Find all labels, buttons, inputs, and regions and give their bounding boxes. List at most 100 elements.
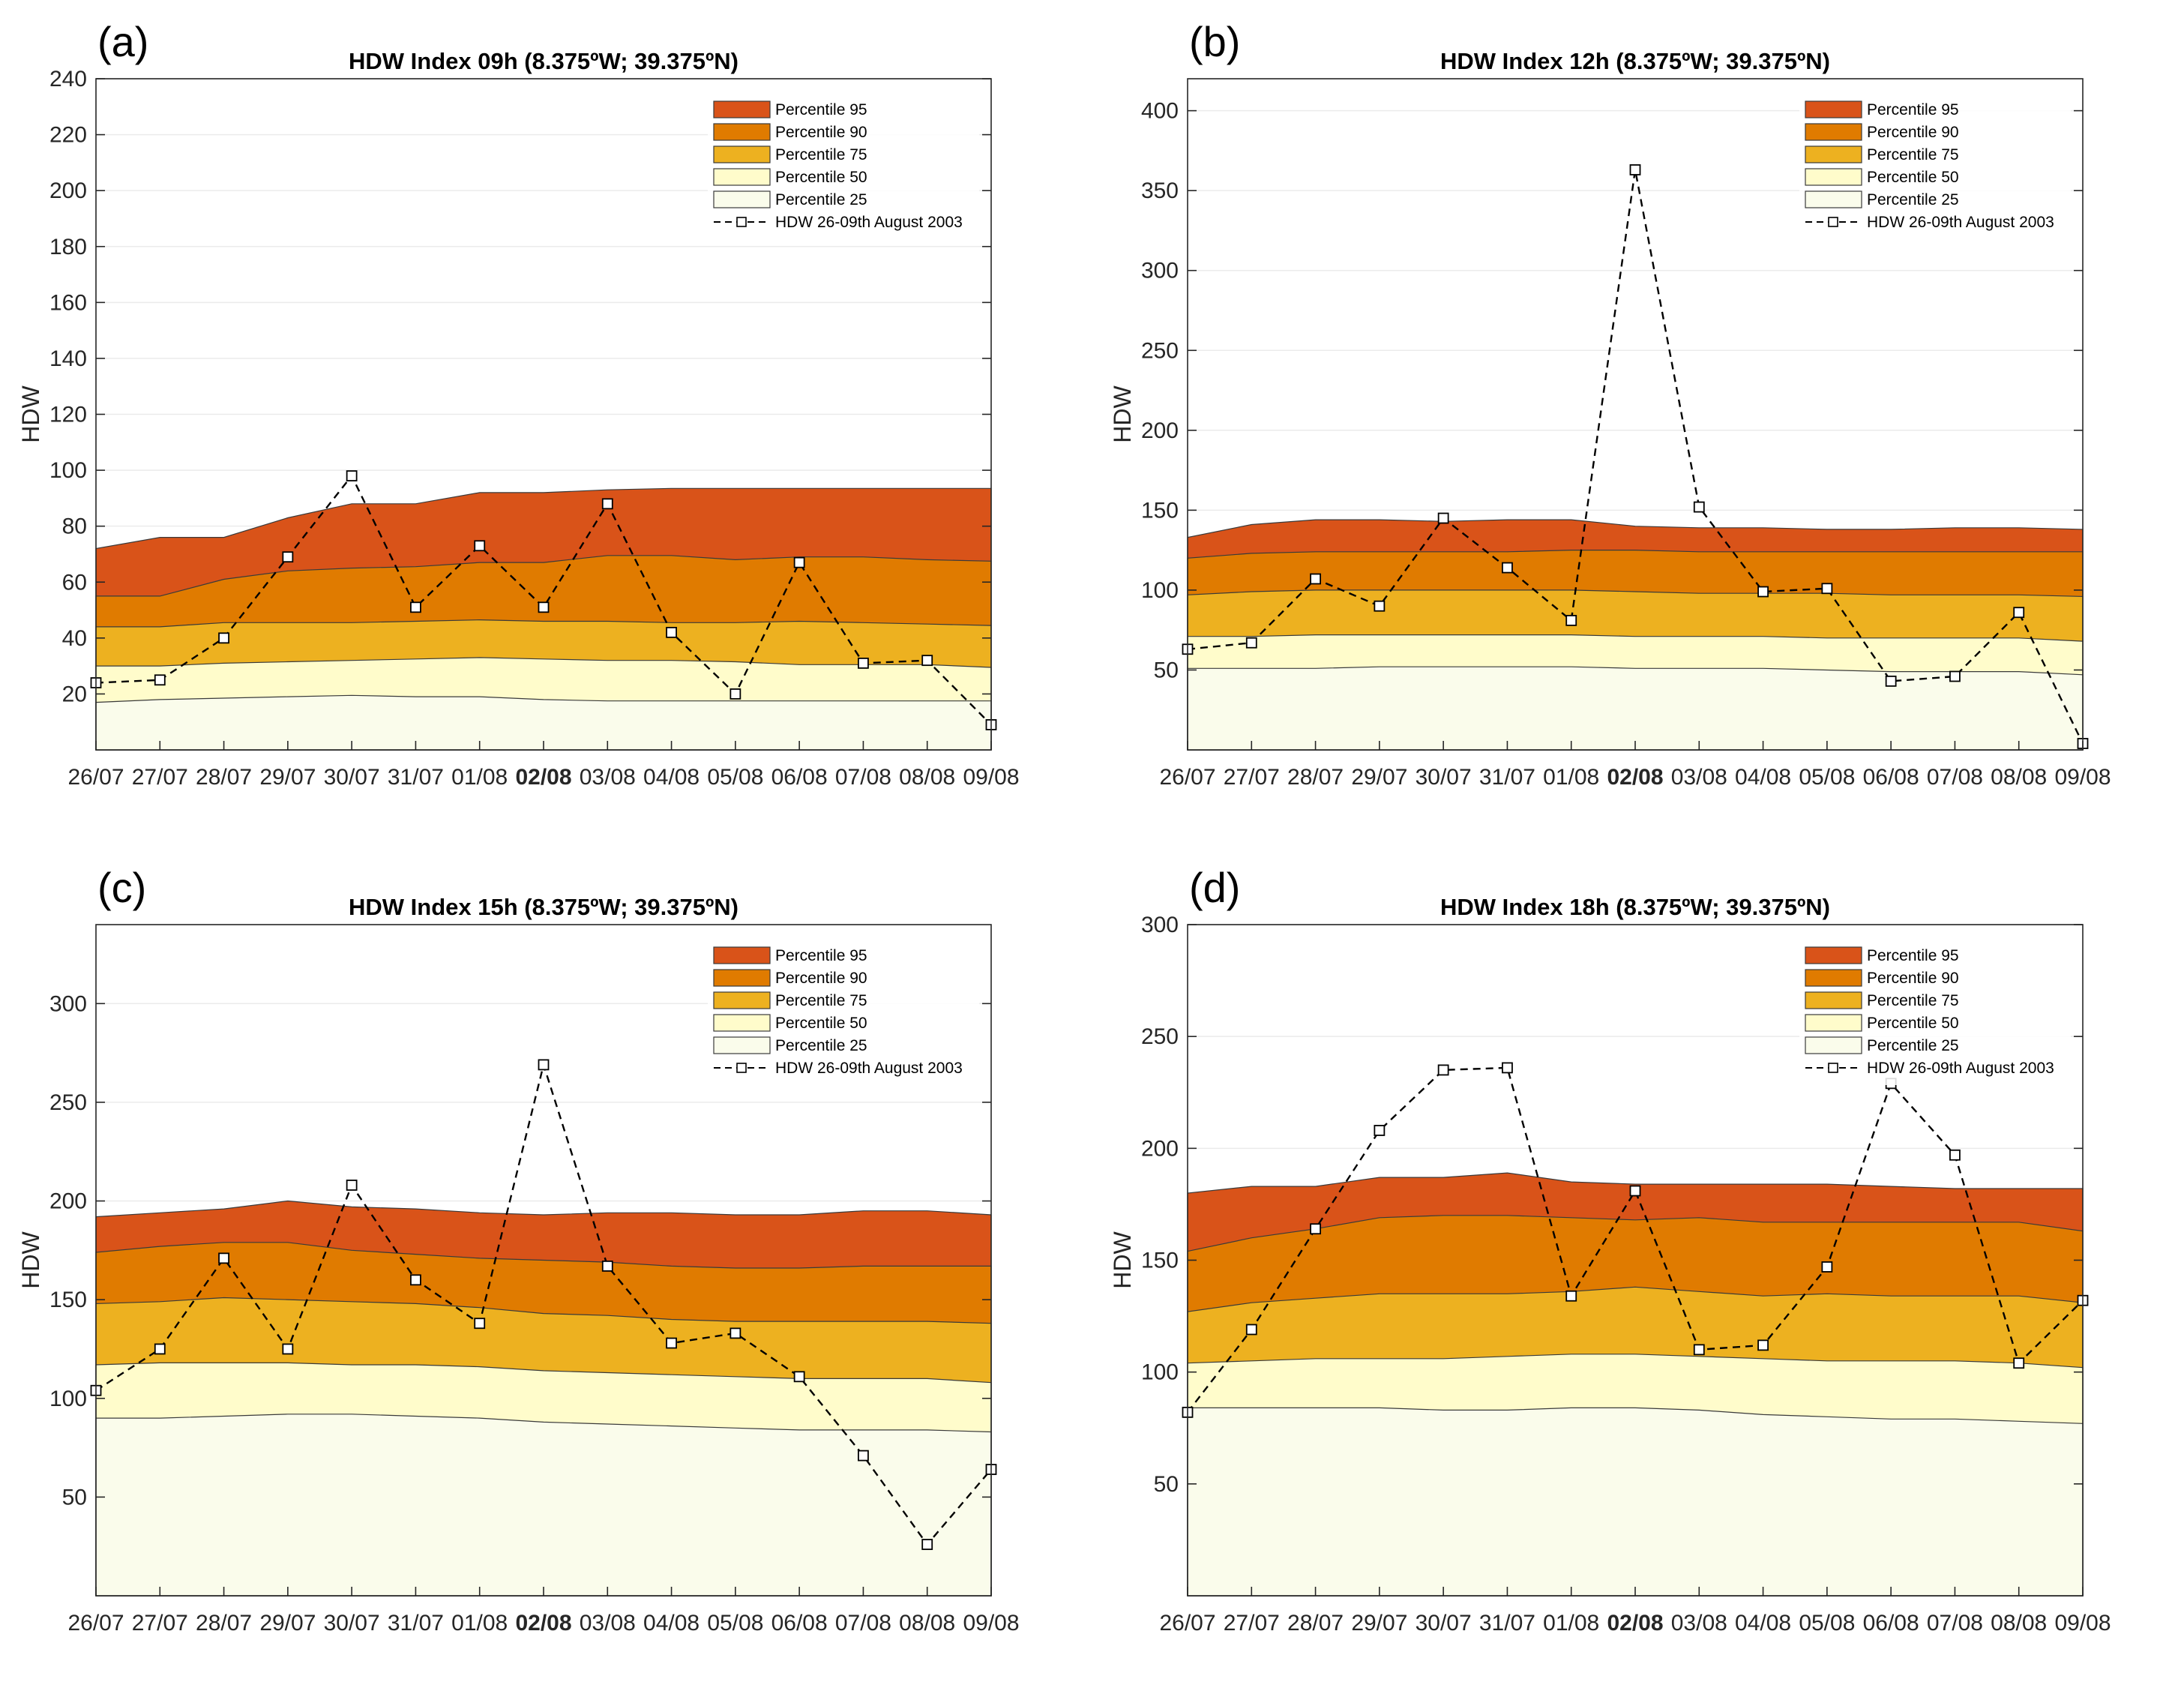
chart-panel-c: 50 100 150 200 250 300 26/07 27/07 28/07 29/07 30/…	[0, 846, 1092, 1691]
observed-point	[1693, 501, 1705, 513]
y-tick-label: 250	[49, 1090, 87, 1115]
legend-label: Percentile 25	[1867, 1037, 1959, 1054]
x-tick-label: 26/07	[67, 1611, 124, 1636]
x-tick-label: 29/07	[259, 1611, 316, 1636]
x-tick-label: 01/08	[451, 765, 508, 790]
observed-point	[729, 1327, 741, 1339]
band-p25	[1187, 666, 2084, 751]
observed-point	[2013, 607, 2025, 619]
legend-swatch-p95	[1805, 100, 1862, 118]
legend-swatch-p75	[1805, 991, 1862, 1009]
x-tick-label: 07/08	[1927, 1611, 1983, 1636]
legend-background	[1799, 941, 2071, 1085]
chart-panel-b: 50 100 150 200 250 300 350 400 26/07 27/07 28/07 29…	[1092, 0, 2183, 845]
legend-label: Percentile 75	[775, 992, 867, 1009]
legend-label: Percentile 90	[1867, 124, 1959, 141]
x-tick-label: 08/08	[899, 1611, 955, 1636]
y-tick-label: 200	[1141, 1136, 1179, 1161]
x-tick-label: 06/08	[771, 765, 828, 790]
y-tick-label: 300	[49, 991, 87, 1016]
legend-label: Percentile 90	[775, 970, 867, 987]
y-tick-label: 220	[49, 123, 87, 148]
x-tick-label: 27/07	[1224, 1611, 1280, 1636]
panel-label: (c)	[97, 864, 146, 911]
panel-label: (d)	[1189, 864, 1240, 911]
legend-label: Percentile 95	[775, 101, 867, 118]
legend-label: Percentile 50	[775, 169, 867, 186]
y-tick-label: 160	[49, 290, 87, 315]
observed-point	[1757, 586, 1769, 598]
legend: Percentile 95 Percentile 90 Percentile 75 P…	[708, 941, 979, 1085]
legend-swatch-p25	[713, 1036, 771, 1054]
y-tick-label: 200	[49, 178, 87, 203]
observed-point	[793, 1371, 805, 1383]
legend-swatch-p90	[713, 969, 771, 987]
band-p25	[95, 1414, 992, 1597]
observed-point	[729, 688, 741, 700]
x-tick-label: 01/08	[1543, 1611, 1599, 1636]
observed-point	[793, 556, 805, 568]
x-tick-label: 04/08	[643, 765, 700, 790]
y-tick-label: 50	[1154, 1472, 1179, 1497]
observed-point	[601, 498, 613, 510]
x-tick-label: 28/07	[196, 765, 252, 790]
legend: Percentile 95 Percentile 90 Percentile 75 P…	[708, 95, 979, 239]
x-tick-label: 05/08	[1799, 765, 1855, 790]
legend-label: HDW 26-09th August 2003	[775, 1060, 963, 1077]
observed-point	[1502, 562, 1513, 574]
observed-point	[1949, 670, 1961, 682]
observed-point	[538, 601, 550, 613]
y-tick-label: 50	[62, 1485, 87, 1510]
panel-label: (a)	[97, 18, 148, 65]
legend-swatch-p90	[713, 123, 771, 141]
observed-point	[154, 674, 166, 686]
legend-label: Percentile 75	[1867, 992, 1959, 1009]
y-tick-label: 120	[49, 403, 87, 427]
chart-title: HDW Index 12h (8.375ºW; 39.375ºN)	[1440, 48, 1830, 74]
observed-point	[1437, 512, 1449, 524]
legend-swatch-p50	[1805, 1014, 1862, 1032]
legend-swatch-p75	[1805, 145, 1862, 163]
x-tick-label: 04/08	[1735, 765, 1791, 790]
y-axis-label: HDW	[1109, 1231, 1136, 1288]
x-tick-label: 03/08	[1671, 1611, 1727, 1636]
y-tick-label: 180	[49, 235, 87, 259]
y-tick-label: 200	[49, 1189, 87, 1214]
observed-point	[1502, 1062, 1513, 1074]
legend-swatch-p50	[713, 1014, 771, 1032]
legend-background	[1799, 95, 2071, 239]
legend-label: Percentile 95	[775, 947, 867, 964]
legend-swatch-p50	[1805, 168, 1862, 186]
y-tick-label: 100	[1141, 578, 1179, 603]
observed-point	[410, 1274, 421, 1286]
legend-marker-observed	[1828, 217, 1838, 227]
y-tick-label: 150	[1141, 498, 1179, 523]
observed-point	[1629, 1185, 1641, 1197]
x-tick-label: 05/08	[707, 765, 763, 790]
x-tick-label: 28/07	[1287, 1611, 1344, 1636]
x-tick-label: 30/07	[1416, 1611, 1472, 1636]
x-tick-label-highlight: 02/08	[1607, 1611, 1663, 1636]
y-tick-label: 40	[62, 626, 87, 651]
observed-point	[410, 601, 421, 613]
legend-label: Percentile 25	[775, 1037, 867, 1054]
legend-swatch-p90	[1805, 123, 1862, 141]
x-tick-label: 26/07	[1159, 765, 1215, 790]
legend-swatch-p90	[1805, 969, 1862, 987]
x-tick-label: 27/07	[132, 765, 188, 790]
observed-point	[1821, 583, 1833, 595]
x-tick-label: 29/07	[1351, 1611, 1407, 1636]
chart-svg-d: 50 100 150 200 250 300 26/07 27/07 28/07 29/07 30/…	[1109, 864, 2111, 1636]
legend-marker-observed	[736, 1063, 747, 1073]
observed-point	[1565, 1290, 1577, 1302]
y-tick-label: 400	[1141, 99, 1179, 124]
observed-point	[154, 1343, 166, 1355]
x-tick-label: 07/08	[835, 765, 891, 790]
legend-label: Percentile 95	[1867, 947, 1959, 964]
observed-point	[1565, 614, 1577, 626]
x-tick-label: 01/08	[1543, 765, 1599, 790]
observed-point	[1374, 600, 1386, 612]
x-tick-label-highlight: 02/08	[515, 765, 571, 790]
x-tick-label: 07/08	[835, 1611, 891, 1636]
legend: Percentile 95 Percentile 90 Percentile 75 P…	[1799, 95, 2071, 239]
